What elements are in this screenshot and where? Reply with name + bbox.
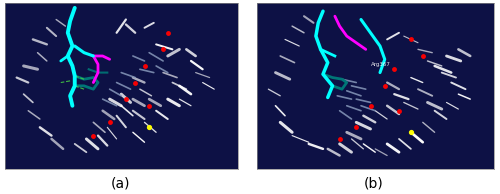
Text: (a): (a) xyxy=(111,176,131,190)
Text: (b): (b) xyxy=(364,176,384,190)
Text: Arg367: Arg367 xyxy=(370,62,390,67)
